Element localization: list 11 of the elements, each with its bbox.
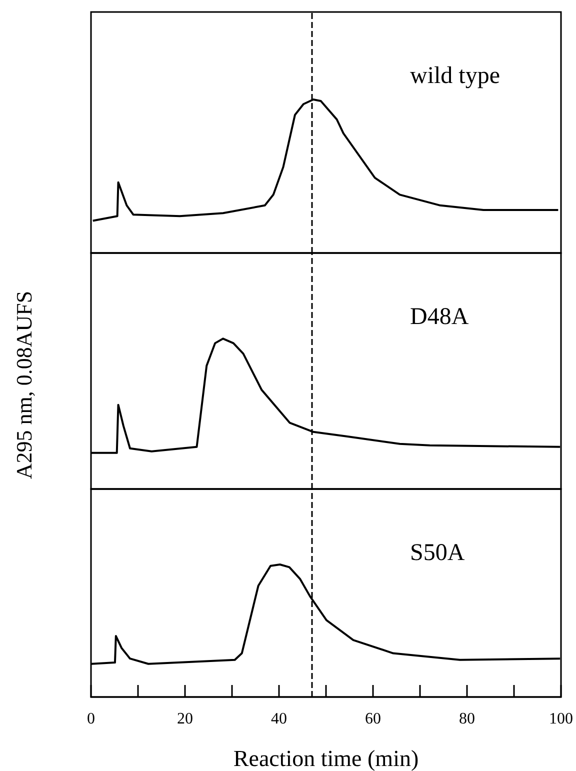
y-axis-title: A295 nm, 0.08AUFS: [12, 290, 36, 480]
x-tick-label: 100: [549, 710, 573, 728]
x-tick-label: 40: [271, 710, 287, 728]
x-tick-label: 20: [177, 710, 193, 728]
x-tick-label: 60: [365, 710, 381, 728]
x-tick-label: 0: [87, 710, 95, 728]
text: wild type: [410, 63, 500, 89]
x-axis-title: Reaction time (min): [233, 746, 419, 771]
annotation: S50A: [410, 540, 466, 566]
text: D48A: [410, 304, 470, 330]
x-tick-label: 80: [459, 710, 475, 728]
